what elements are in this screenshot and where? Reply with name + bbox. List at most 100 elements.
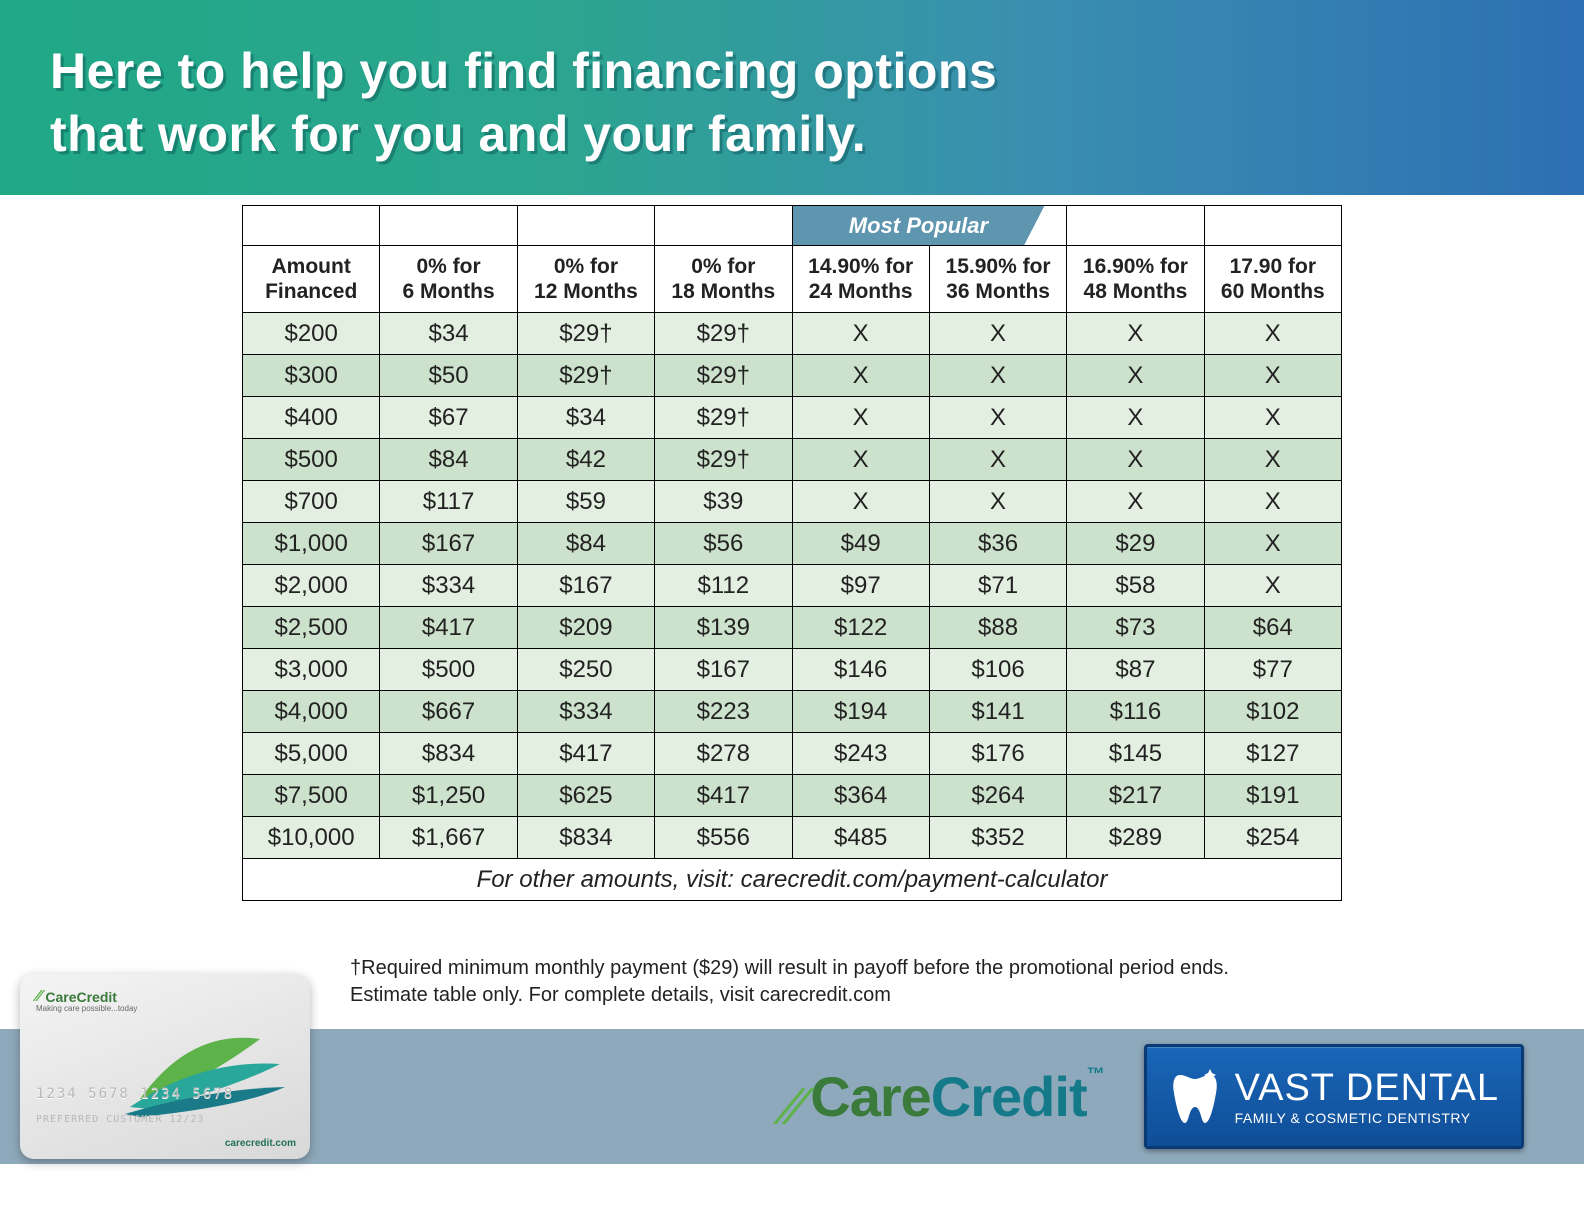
most-popular-badge: Most Popular (792, 206, 1067, 246)
table-cell: $500 (243, 439, 380, 481)
table-row: $5,000$834$417$278$243$176$145$127 (243, 733, 1342, 775)
financing-table-container: Most Popular AmountFinanced0% for6 Month… (242, 205, 1342, 901)
table-cell: $191 (1204, 775, 1341, 817)
table-cell: $4,000 (243, 691, 380, 733)
table-cell: $167 (655, 649, 792, 691)
card-url: carecredit.com (225, 1138, 296, 1149)
table-cell: $127 (1204, 733, 1341, 775)
headline-line-1: Here to help you find financing options (50, 43, 997, 99)
table-cell: $289 (1067, 817, 1204, 859)
table-cell: X (929, 355, 1066, 397)
table-cell: $141 (929, 691, 1066, 733)
table-cell: $834 (380, 733, 517, 775)
carecredit-care: Care (810, 1065, 931, 1128)
header-spacer (1204, 206, 1341, 246)
table-cell: $364 (792, 775, 929, 817)
vast-name: VAST DENTAL (1235, 1069, 1499, 1107)
table-cell: $334 (380, 565, 517, 607)
table-cell: $117 (380, 481, 517, 523)
table-cell: $2,500 (243, 607, 380, 649)
table-cell: $264 (929, 775, 1066, 817)
headline-line-2: that work for you and your family. (50, 106, 866, 162)
table-cell: $112 (655, 565, 792, 607)
table-cell: $167 (380, 523, 517, 565)
card-brand: CareCredit (45, 989, 117, 1005)
table-cell: X (929, 439, 1066, 481)
table-cell: $834 (517, 817, 654, 859)
table-row: $7,500$1,250$625$417$364$264$217$191 (243, 775, 1342, 817)
table-cell: $29† (655, 313, 792, 355)
carecredit-credit: Credit (931, 1065, 1087, 1128)
table-cell: $42 (517, 439, 654, 481)
carecredit-card-image: ⁄⁄ CareCredit Making care possible...tod… (20, 974, 310, 1159)
table-cell: $73 (1067, 607, 1204, 649)
column-header: 16.90% for48 Months (1067, 246, 1204, 313)
table-cell: $5,000 (243, 733, 380, 775)
header-spacer (380, 206, 517, 246)
page-headline: Here to help you find financing options … (50, 40, 1534, 165)
table-footer-row: For other amounts, visit: carecredit.com… (243, 859, 1342, 901)
table-cell: $167 (517, 565, 654, 607)
table-cell: $300 (243, 355, 380, 397)
table-row: $300$50$29†$29†XXXX (243, 355, 1342, 397)
table-footer-body: For other amounts, visit: carecredit.com… (243, 859, 1342, 901)
table-cell: X (929, 397, 1066, 439)
table-cell: $194 (792, 691, 929, 733)
table-cell: X (1204, 565, 1341, 607)
table-cell: X (1067, 397, 1204, 439)
table-cell: $59 (517, 481, 654, 523)
table-cell: $1,000 (243, 523, 380, 565)
table-body: $200$34$29†$29†XXXX$300$50$29†$29†XXXX$4… (243, 313, 1342, 859)
table-cell: X (1204, 439, 1341, 481)
carecredit-logo: ⁄⁄ CareCredit™ (787, 1064, 1104, 1129)
table-cell: $67 (380, 397, 517, 439)
popular-row: Most Popular (243, 206, 1342, 246)
financing-table: Most Popular AmountFinanced0% for6 Month… (242, 205, 1342, 901)
table-cell: $106 (929, 649, 1066, 691)
table-cell: $139 (655, 607, 792, 649)
table-cell: $71 (929, 565, 1066, 607)
vast-text: VAST DENTAL FAMILY & COSMETIC DENTISTRY (1235, 1069, 1499, 1125)
table-cell: $56 (655, 523, 792, 565)
footnote-text: †Required minimum monthly payment ($29) … (350, 955, 1300, 1009)
table-cell: $3,000 (243, 649, 380, 691)
table-cell: $7,500 (243, 775, 380, 817)
table-cell: $10,000 (243, 817, 380, 859)
table-cell: X (1204, 481, 1341, 523)
table-cell: $217 (1067, 775, 1204, 817)
table-footer-text: For other amounts, visit: carecredit.com… (243, 859, 1342, 901)
table-cell: $29 (1067, 523, 1204, 565)
carecredit-wordmark: CareCredit™ (810, 1064, 1103, 1129)
card-holder-line: PREFERRED CUSTOMER 12/23 (36, 1114, 205, 1125)
header-spacer (243, 206, 380, 246)
table-cell: X (1067, 355, 1204, 397)
table-cell: $122 (792, 607, 929, 649)
table-cell: $29† (655, 355, 792, 397)
table-cell: X (929, 481, 1066, 523)
table-cell: X (792, 355, 929, 397)
column-header: 17.90 for60 Months (1204, 246, 1341, 313)
trademark-icon: ™ (1087, 1064, 1104, 1084)
table-cell: $49 (792, 523, 929, 565)
table-row: $3,000$500$250$167$146$106$87$77 (243, 649, 1342, 691)
table-cell: $500 (380, 649, 517, 691)
table-cell: $2,000 (243, 565, 380, 607)
table-row: $400$67$34$29†XXXX (243, 397, 1342, 439)
header-spacer (1067, 206, 1204, 246)
table-cell: X (1067, 481, 1204, 523)
table-cell: $64 (1204, 607, 1341, 649)
tooth-icon (1169, 1067, 1221, 1127)
table-cell: $87 (1067, 649, 1204, 691)
table-cell: $36 (929, 523, 1066, 565)
table-cell: $485 (792, 817, 929, 859)
table-cell: X (792, 481, 929, 523)
column-header: 0% for12 Months (517, 246, 654, 313)
table-cell: $34 (517, 397, 654, 439)
table-row: $4,000$667$334$223$194$141$116$102 (243, 691, 1342, 733)
table-row: $200$34$29†$29†XXXX (243, 313, 1342, 355)
vast-dental-logo: VAST DENTAL FAMILY & COSMETIC DENTISTRY (1144, 1044, 1524, 1149)
table-cell: X (1204, 355, 1341, 397)
table-cell: $243 (792, 733, 929, 775)
table-cell: $417 (380, 607, 517, 649)
table-cell: $556 (655, 817, 792, 859)
